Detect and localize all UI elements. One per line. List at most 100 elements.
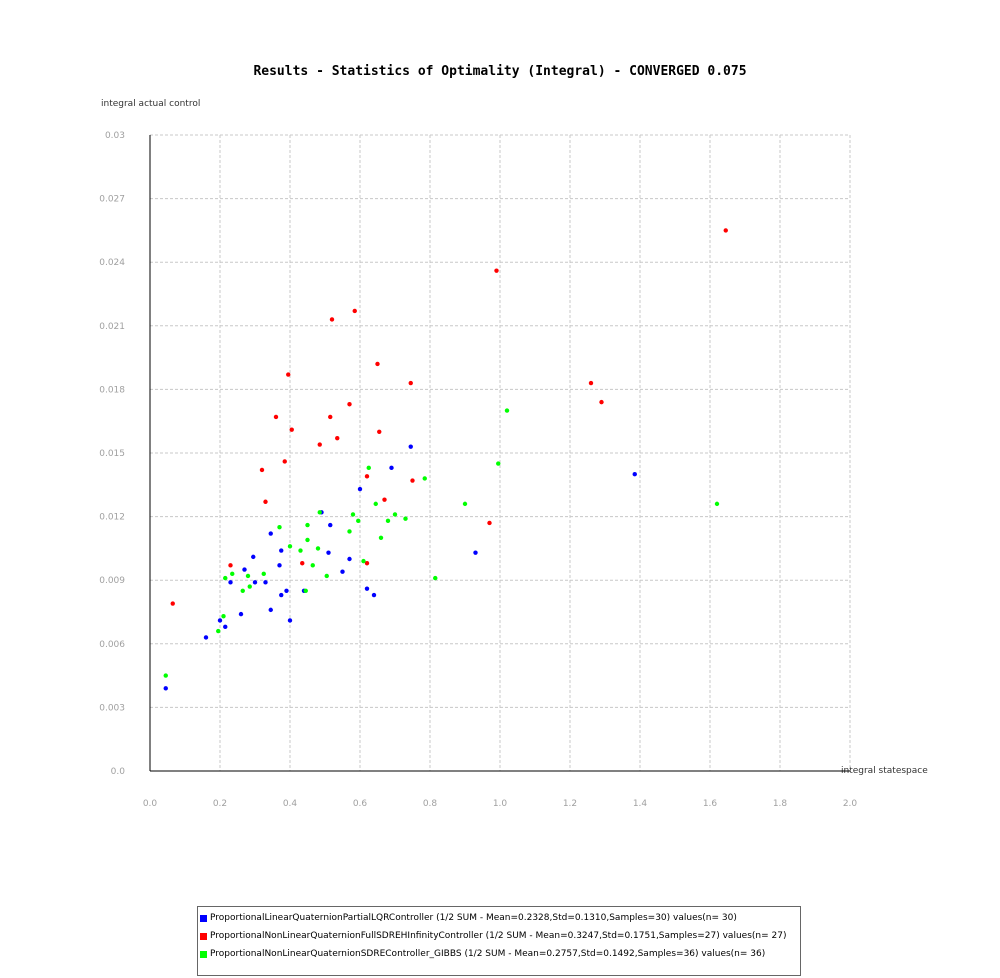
data-point-series-3: [261, 571, 266, 577]
legend-swatch: [200, 932, 207, 940]
data-point-series-2: [286, 372, 291, 377]
data-point-series-2: [723, 228, 728, 233]
legend-item-series-2: ProportionalNonLinearQuaternionFullSDREH…: [198, 927, 800, 945]
data-point-series-3: [356, 518, 361, 524]
data-point-series-3: [366, 465, 371, 471]
data-point-series-1: [238, 611, 244, 617]
y-axis-label: integral actual control: [101, 99, 201, 109]
legend-swatch: [200, 950, 207, 958]
y-tick-label: 0.006: [99, 640, 125, 650]
data-point-series-1: [228, 580, 233, 585]
data-point-series-2: [328, 414, 333, 420]
data-point-series-1: [408, 444, 413, 449]
data-point-series-1: [251, 554, 256, 560]
data-point-series-1: [277, 563, 282, 568]
data-point-series-2: [228, 563, 233, 568]
data-point-series-3: [305, 537, 310, 543]
y-tick-label: 0.018: [99, 385, 125, 395]
data-point-series-3: [163, 673, 168, 678]
data-point-series-1: [279, 548, 284, 553]
data-point-series-3: [277, 525, 282, 530]
data-point-series-2: [317, 442, 322, 447]
data-point-series-2: [300, 561, 305, 566]
data-point-series-1: [263, 580, 268, 585]
data-point-series-2: [289, 427, 294, 432]
data-point-series-1: [203, 635, 209, 640]
data-point-series-1: [328, 522, 333, 528]
data-point-series-3: [315, 546, 321, 551]
data-point-series-3: [350, 512, 356, 517]
data-point-series-1: [268, 607, 273, 613]
data-point-series-3: [373, 501, 378, 507]
data-point-series-2: [494, 268, 499, 273]
data-point-series-3: [378, 535, 384, 540]
x-tick-label: 1.8: [773, 799, 788, 809]
data-point-series-2: [375, 361, 380, 367]
data-point-series-1: [223, 624, 228, 630]
y-tick-label: 0.027: [99, 195, 125, 205]
data-point-series-2: [364, 474, 370, 479]
legend-item-series-3: ProportionalNonLinearQuaternionSDREContr…: [198, 945, 800, 963]
data-point-series-3: [230, 571, 235, 577]
data-point-series-3: [504, 408, 510, 413]
tick-labels: 0.0 0.2 0.4 0.6 0.8 1.0 1.2 1.4 1.6 1.8 2.0 0.0 0.00…: [99, 131, 857, 809]
data-point-series-2: [599, 399, 604, 405]
x-tick-label: 0.8: [423, 799, 438, 809]
data-point-series-1: [252, 580, 258, 585]
data-point-series-3: [422, 476, 427, 481]
data-point-series-2: [352, 308, 357, 314]
data-point-series-3: [221, 614, 226, 619]
data-points: [163, 228, 728, 691]
data-point-series-2: [382, 497, 387, 502]
data-point-series-3: [347, 529, 352, 534]
data-point-series-3: [462, 501, 468, 507]
chart-title: Results - Statistics of Optimality (Inte…: [253, 64, 747, 79]
data-point-series-2: [347, 402, 352, 407]
x-tick-label: 1.0: [493, 799, 508, 809]
data-point-series-3: [361, 558, 366, 564]
data-point-series-2: [170, 601, 175, 606]
legend-label: ProportionalNonLinearQuaternionSDREContr…: [210, 949, 766, 959]
data-point-series-2: [377, 429, 382, 434]
data-point-series-2: [329, 317, 335, 322]
data-point-series-1: [284, 588, 289, 593]
data-point-series-3: [240, 588, 245, 593]
data-point-series-2: [263, 499, 268, 504]
x-tick-label: 0.4: [283, 799, 298, 809]
data-point-series-2: [487, 520, 492, 526]
data-point-series-3: [317, 510, 322, 515]
data-point-series-3: [223, 575, 228, 581]
data-point-series-1: [242, 567, 247, 572]
legend: ProportionalLinearQuaternionPartialLQRCo…: [197, 906, 801, 976]
x-tick-label: 1.2: [563, 799, 577, 809]
x-tick-label: 0.0: [143, 799, 158, 809]
data-point-series-1: [347, 556, 352, 562]
x-axis-label: integral statespace: [841, 766, 928, 776]
axes: [149, 135, 850, 772]
data-point-series-2: [273, 414, 279, 420]
y-tick-label: 0.0: [111, 767, 126, 777]
data-point-series-3: [216, 628, 221, 634]
data-point-series-2: [259, 467, 265, 473]
data-point-series-3: [247, 584, 252, 589]
data-point-series-2: [588, 380, 594, 386]
data-point-series-2: [364, 561, 370, 566]
data-point-series-1: [371, 592, 377, 598]
data-point-series-1: [357, 486, 363, 492]
y-tick-label: 0.021: [99, 322, 125, 332]
data-point-series-3: [303, 588, 308, 593]
data-point-series-3: [305, 522, 310, 528]
data-point-series-3: [324, 573, 329, 579]
y-tick-label: 0.015: [99, 449, 125, 459]
data-point-series-1: [389, 465, 394, 471]
data-point-series-3: [496, 461, 501, 466]
data-point-series-3: [245, 573, 251, 579]
data-point-series-1: [473, 550, 478, 555]
y-tick-label: 0.012: [99, 513, 125, 523]
y-tick-label: 0.003: [99, 703, 125, 713]
data-point-series-1: [268, 531, 273, 536]
data-point-series-2: [410, 478, 415, 483]
x-tick-label: 0.2: [213, 799, 227, 809]
data-point-series-3: [392, 512, 398, 517]
